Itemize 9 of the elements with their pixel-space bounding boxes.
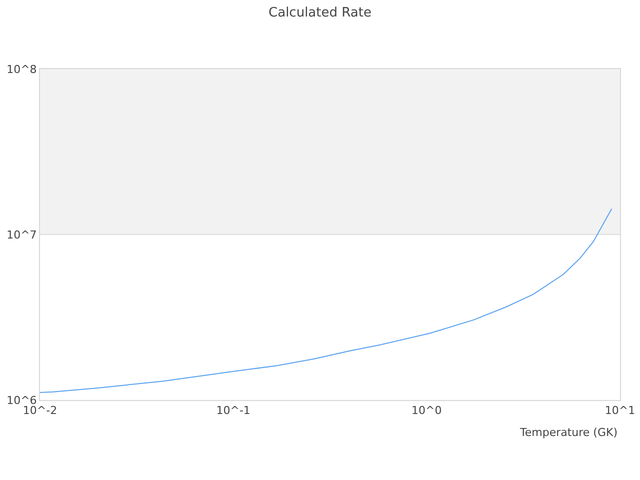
x-tick-label: 10^-2 xyxy=(22,404,58,418)
x-tick-label: 10^-1 xyxy=(216,404,250,418)
x-axis-title: Temperature (GK) xyxy=(519,426,618,439)
x-tick-label: 10^1 xyxy=(604,404,636,418)
chart-title: Calculated Rate xyxy=(268,6,372,21)
y-tick-label: 10^7 xyxy=(6,228,37,242)
y-tick-label: 10^8 xyxy=(6,62,37,76)
y-tick-label: 10^6 xyxy=(6,394,37,407)
x-tick-label: 10^0 xyxy=(412,404,442,418)
